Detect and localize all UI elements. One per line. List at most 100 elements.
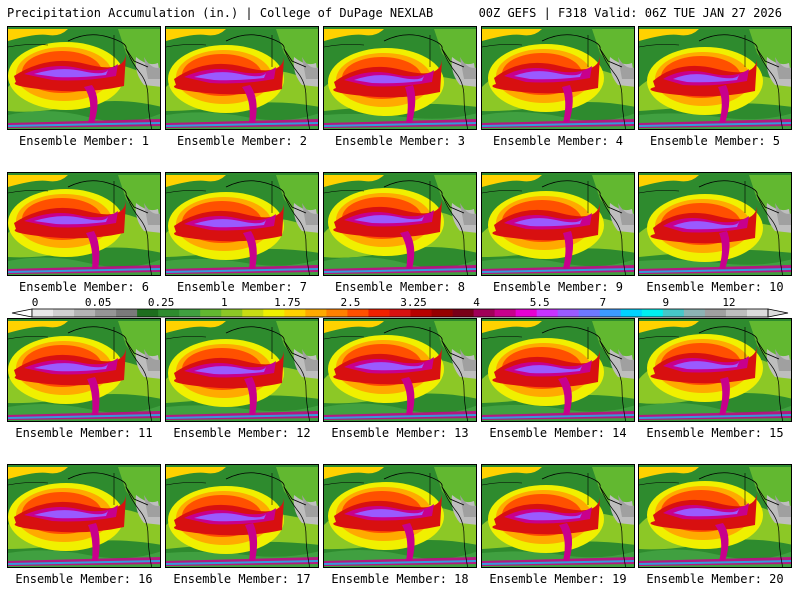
colorbar-segment xyxy=(326,309,348,317)
chart-title: Precipitation Accumulation (in.) | Colle… xyxy=(7,6,434,20)
colorbar-segment xyxy=(746,309,769,317)
ensemble-member-label: Ensemble Member: 3 xyxy=(334,134,466,148)
precipitation-colorbar: 0 0.05 0.25 1 1.75 2.5 3.25 4 5.5 7 9 12 xyxy=(10,296,790,322)
ensemble-panel: Ensemble Member: 12 xyxy=(165,318,319,450)
colorbar-tick-label: 1 xyxy=(220,296,228,309)
ensemble-member-label: Ensemble Member: 10 xyxy=(646,280,784,294)
ensemble-member-label: Ensemble Member: 19 xyxy=(489,572,627,586)
colorbar-segment xyxy=(557,309,580,317)
colorbar-tick-label: 0.05 xyxy=(84,296,112,309)
precip-map xyxy=(481,172,635,276)
colorbar-scale xyxy=(11,308,789,318)
precip-map xyxy=(323,318,477,422)
colorbar-segment xyxy=(74,309,96,317)
colorbar-segment xyxy=(599,309,622,317)
ensemble-panel: Ensemble Member: 13 xyxy=(323,318,477,450)
precip-map xyxy=(7,26,161,130)
colorbar-tick-label: 5.5 xyxy=(529,296,550,309)
ensemble-member-label: Ensemble Member: 6 xyxy=(18,280,150,294)
colorbar-segment xyxy=(515,309,538,317)
precip-map xyxy=(638,318,792,422)
colorbar-segment xyxy=(242,309,264,317)
colorbar-tick-label: 4 xyxy=(473,296,480,309)
ensemble-member-label: Ensemble Member: 17 xyxy=(173,572,311,586)
colorbar-segment xyxy=(158,309,180,317)
colorbar-segment xyxy=(95,309,117,317)
ensemble-member-label: Ensemble Member: 20 xyxy=(646,572,784,586)
colorbar-segment xyxy=(305,309,327,317)
colorbar-segment xyxy=(620,309,643,317)
ensemble-panel: Ensemble Member: 10 xyxy=(638,172,792,304)
colorbar-segment xyxy=(32,309,54,317)
precip-map xyxy=(323,172,477,276)
precip-map xyxy=(481,26,635,130)
precip-map xyxy=(7,318,161,422)
precip-map xyxy=(165,172,319,276)
colorbar-segment xyxy=(704,309,727,317)
colorbar-segment xyxy=(578,309,601,317)
colorbar-segment xyxy=(389,309,411,317)
ensemble-panel: Ensemble Member: 16 xyxy=(7,464,161,596)
ensemble-member-label: Ensemble Member: 7 xyxy=(176,280,308,294)
colorbar-tick-label: 0.25 xyxy=(147,296,175,309)
colorbar-segment xyxy=(347,309,369,317)
ensemble-member-label: Ensemble Member: 18 xyxy=(331,572,469,586)
colorbar-segment xyxy=(53,309,75,317)
ensemble-panel: Ensemble Member: 8 xyxy=(323,172,477,304)
precip-map xyxy=(638,172,792,276)
ensemble-panel: Ensemble Member: 6 xyxy=(7,172,161,304)
ensemble-panel: Ensemble Member: 14 xyxy=(481,318,635,450)
precip-map xyxy=(638,464,792,568)
colorbar-tick-label: 2.5 xyxy=(340,296,361,309)
ensemble-panel: Ensemble Member: 17 xyxy=(165,464,319,596)
colorbar-segment xyxy=(116,309,138,317)
colorbar-segment xyxy=(179,309,201,317)
ensemble-member-label: Ensemble Member: 1 xyxy=(18,134,150,148)
colorbar-segment xyxy=(368,309,390,317)
colorbar-left-arrow xyxy=(11,308,33,318)
colorbar-tick-label: 0 xyxy=(31,296,39,309)
ensemble-member-label: Ensemble Member: 9 xyxy=(492,280,624,294)
colorbar-segment xyxy=(284,309,306,317)
precip-map xyxy=(323,26,477,130)
ensemble-panel: Ensemble Member: 15 xyxy=(638,318,792,450)
precip-map xyxy=(481,318,635,422)
ensemble-member-label: Ensemble Member: 15 xyxy=(646,426,784,440)
precip-map xyxy=(481,464,635,568)
precip-map xyxy=(638,26,792,130)
colorbar-segment xyxy=(683,309,706,317)
ensemble-panel: Ensemble Member: 9 xyxy=(481,172,635,304)
ensemble-member-label: Ensemble Member: 2 xyxy=(176,134,308,148)
ensemble-panel: Ensemble Member: 18 xyxy=(323,464,477,596)
colorbar-segment xyxy=(725,309,748,317)
ensemble-panel: Ensemble Member: 1 xyxy=(7,26,161,158)
ensemble-member-label: Ensemble Member: 16 xyxy=(15,572,153,586)
ensemble-panel: Ensemble Member: 11 xyxy=(7,318,161,450)
ensemble-member-label: Ensemble Member: 4 xyxy=(492,134,624,148)
colorbar-outline xyxy=(31,308,769,318)
ensemble-panel: Ensemble Member: 19 xyxy=(481,464,635,596)
ensemble-member-label: Ensemble Member: 8 xyxy=(334,280,466,294)
ensemble-panel: Ensemble Member: 2 xyxy=(165,26,319,158)
precip-map xyxy=(7,172,161,276)
colorbar-segment xyxy=(410,309,432,317)
ensemble-panel: Ensemble Member: 7 xyxy=(165,172,319,304)
colorbar-segment xyxy=(662,309,685,317)
colorbar-tick-label: 1.75 xyxy=(274,296,301,309)
ensemble-panel: Ensemble Member: 3 xyxy=(323,26,477,158)
colorbar-segment xyxy=(452,309,474,317)
precip-map xyxy=(323,464,477,568)
colorbar-segment xyxy=(221,309,243,317)
ensemble-panel: Ensemble Member: 4 xyxy=(481,26,635,158)
colorbar-segment xyxy=(641,309,664,317)
colorbar-segment xyxy=(263,309,285,317)
precip-map xyxy=(165,318,319,422)
ensemble-member-label: Ensemble Member: 12 xyxy=(173,426,311,440)
colorbar-segment xyxy=(200,309,222,317)
colorbar-tick-label: 3.25 xyxy=(400,296,427,309)
colorbar-segment xyxy=(137,309,159,317)
ensemble-panel: Ensemble Member: 5 xyxy=(638,26,792,158)
run-valid-time: 00Z GEFS | F318 Valid: 06Z TUE JAN 27 20… xyxy=(478,6,782,20)
colorbar-right-arrow xyxy=(767,308,789,318)
ensemble-member-label: Ensemble Member: 14 xyxy=(489,426,627,440)
